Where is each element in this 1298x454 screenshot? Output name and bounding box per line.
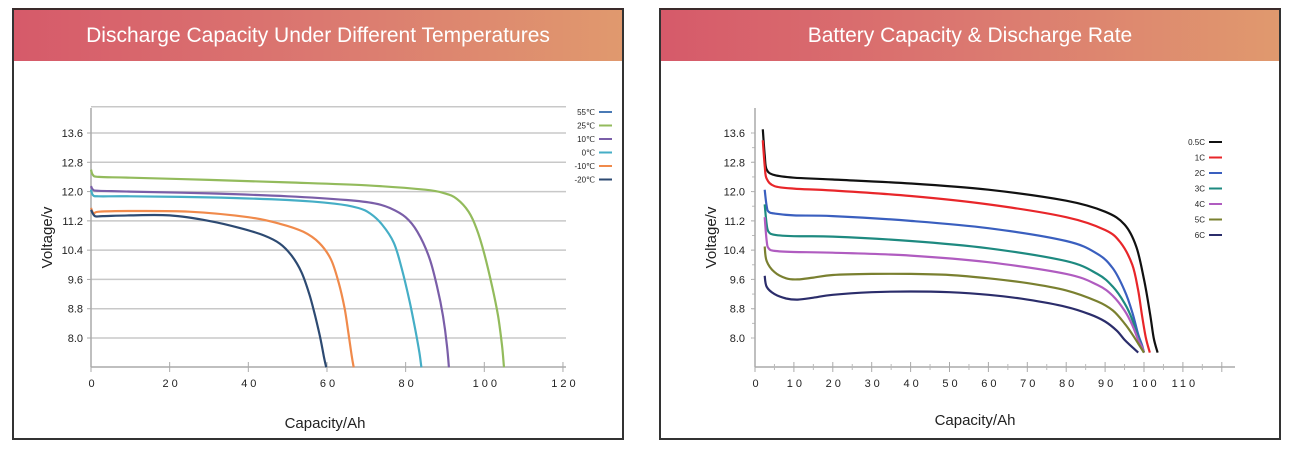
x-tick-label: 100 [1132, 378, 1159, 390]
legend-label: 6C [1195, 231, 1205, 240]
series-line-2C [763, 189, 1146, 353]
y-tick-label: 11.2 [724, 216, 745, 228]
discharge-rate-chart-plot: 13.6 12.8 12.0 11.2 10.4 9.6 8.8 8.0 0 10 20 30 40 50… [703, 108, 1235, 429]
x-axis-title: Capacity/Ah [285, 415, 366, 432]
series-line-5C [763, 246, 1145, 354]
x-tick-label: 20 [826, 378, 844, 390]
x-tick-label: 100 [473, 378, 500, 390]
y-tick-label: 8.0 [730, 333, 745, 345]
x-tick-label: 0 [88, 378, 97, 390]
x-tick-label: 0 [752, 378, 761, 390]
y-tick-label: 12.8 [724, 157, 745, 169]
y-tick-label: 12.0 [724, 187, 745, 199]
x-tick-label: 40 [241, 378, 259, 390]
legend-label: 25℃ [577, 122, 595, 131]
series-line-25℃ [89, 169, 506, 368]
y-tick-label: 8.8 [68, 304, 83, 316]
y-tick-label: 8.8 [730, 304, 745, 316]
x-tick-label: 20 [163, 378, 181, 390]
x-tick-label: 80 [399, 378, 417, 390]
legend-label: 0.5C [1188, 138, 1205, 147]
legend-label: 3C [1195, 185, 1205, 194]
legend-label: 0℃ [582, 149, 595, 158]
legend-label: 1C [1195, 154, 1205, 163]
discharge-rate-chart-card: Battery Capacity & Discharge Rate [659, 8, 1281, 440]
y-axis-title: Voltage/v [39, 206, 56, 268]
x-tick-label: 10 [787, 378, 805, 390]
legend-label: 5C [1195, 216, 1205, 225]
y-tick-label: 12.8 [62, 157, 83, 169]
y-tick-label: 13.6 [724, 128, 745, 140]
x-tick-label: 40 [903, 378, 921, 390]
series-line-1C [761, 140, 1151, 353]
legend-label: -20℃ [574, 176, 595, 185]
series-line-10℃ [89, 185, 450, 368]
temperature-chart-card: Discharge Capacity Under Different Tempe… [12, 8, 624, 440]
legend-label: 2C [1195, 169, 1205, 178]
series-line-4C [763, 217, 1146, 353]
x-tick-label: 30 [865, 378, 883, 390]
legend-label: 4C [1195, 200, 1205, 209]
discharge-rate-chart-title: Battery Capacity & Discharge Rate [661, 10, 1279, 61]
series-line-0℃ [89, 189, 423, 368]
x-tick-label: 90 [1098, 378, 1116, 390]
y-tick-label: 9.6 [68, 274, 83, 286]
series-line-0.5C [761, 129, 1159, 353]
y-tick-label: 10.4 [724, 245, 745, 257]
y-tick-label: 11.2 [62, 216, 83, 228]
x-tick-label: 110 [1172, 378, 1199, 390]
x-tick-label: 120 [551, 378, 578, 390]
y-tick-label: 8.0 [68, 333, 83, 345]
x-axis-title: Capacity/Ah [935, 412, 1016, 429]
y-tick-label: 13.6 [62, 128, 83, 140]
x-tick-label: 50 [942, 378, 960, 390]
y-tick-label: 12.0 [62, 187, 83, 199]
y-axis-title: Voltage/v [703, 206, 720, 268]
series-line--20℃ [90, 209, 328, 368]
legend-label: 55℃ [577, 108, 595, 117]
x-tick-label: 70 [1020, 378, 1038, 390]
legend-label: 10℃ [577, 135, 595, 144]
series-line-6C [763, 275, 1139, 354]
y-tick-label: 10.4 [62, 245, 83, 257]
x-tick-label: 80 [1059, 378, 1077, 390]
temperature-chart-plot: 13.6 12.8 12.0 11.2 10.4 9.6 8.8 8.0 0 20 40 60 80 10… [39, 105, 612, 432]
series-line--10℃ [89, 207, 355, 368]
y-tick-label: 9.6 [730, 274, 745, 286]
legend-label: -10℃ [574, 162, 595, 171]
series-line-3C [763, 204, 1146, 353]
x-tick-label: 60 [320, 378, 338, 390]
temperature-chart-title: Discharge Capacity Under Different Tempe… [14, 10, 622, 61]
x-tick-label: 60 [981, 378, 999, 390]
